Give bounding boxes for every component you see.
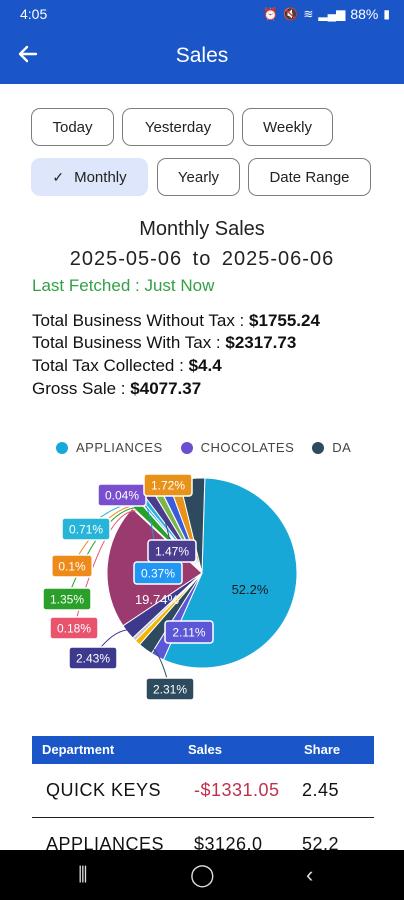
table-header: Department Sales Share: [32, 736, 374, 764]
app-bar: Sales: [0, 28, 404, 84]
filter-chip-yearly[interactable]: Yearly: [157, 158, 240, 196]
home-icon[interactable]: ◯: [190, 862, 215, 887]
pie-chart[interactable]: 52.2% 19.74% 2.11% 2.31% 2.43% 0.18% 1.35% 0.1%…: [0, 460, 404, 720]
status-time: 4:05: [20, 6, 48, 22]
filter-chip-label: Today: [52, 118, 93, 136]
stat-value: $4077.37: [130, 379, 202, 398]
stat-value: $4.4: [188, 356, 222, 375]
slice-label: 0.04%: [105, 489, 139, 503]
last-fetched: Last Fetched : Just Now: [32, 276, 215, 295]
filter-chip-label: Yesterday: [144, 118, 212, 136]
cell-share: 52.2: [302, 834, 340, 854]
legend-item[interactable]: CHOCOLATES: [180, 440, 295, 455]
legend-label: DA: [332, 440, 352, 455]
slice-label: 1.47%: [155, 545, 189, 559]
system-nav-bar: ⦀ ◯ ‹: [0, 850, 404, 900]
header-share: Share: [304, 742, 341, 757]
stat-tax-collected: Total Tax Collected : $4.4: [32, 356, 222, 376]
wifi-icon: ≋: [303, 7, 314, 21]
slice-label-bg: [164, 620, 214, 644]
table-row[interactable]: QUICK KEYS -$1331.05 2.45: [32, 764, 374, 818]
stat-gross-sale: Gross Sale : $4077.37: [32, 379, 201, 399]
mute-icon: 🔇: [283, 7, 299, 21]
check-icon: ✓: [52, 168, 65, 185]
filter-chip-yesterday[interactable]: Yesterday: [122, 108, 234, 146]
legend-item[interactable]: DA: [312, 440, 351, 455]
cell-department: APPLIANCES: [46, 834, 165, 854]
stat-label: Total Business Without Tax :: [32, 311, 245, 330]
date-range: 2025-05-06 to 2025-06-06: [0, 248, 404, 271]
from-date: 2025-05-06: [69, 248, 183, 270]
table-row[interactable]: APPLIANCES $3126.0 52.2: [32, 818, 374, 872]
chart-legend: APPLIANCES CHOCOLATES DA: [56, 440, 404, 455]
stat-with-tax: Total Business With Tax : $2317.73: [32, 333, 296, 353]
cell-sales: -$1331.05: [194, 780, 280, 800]
slice-label: 52.2%: [232, 582, 269, 597]
summary-heading: Monthly Sales: [139, 218, 265, 240]
cell-department: QUICK KEYS: [46, 780, 162, 800]
slice-label: 2.31%: [153, 683, 187, 697]
header-department: Department: [42, 742, 115, 757]
filter-chip-today[interactable]: Today: [31, 108, 114, 146]
alarm-icon: ⏰: [263, 7, 279, 21]
legend-dot-icon: [56, 441, 68, 454]
slice-label: 2.11%: [172, 626, 205, 640]
slice-label-bg: [143, 473, 193, 497]
stat-label: Gross Sale :: [32, 379, 126, 398]
filter-chip-label: Date Range: [269, 168, 350, 186]
slice-label-bg: [42, 587, 92, 611]
slice-label: 1.35%: [50, 593, 84, 607]
to-date: 2025-06-06: [221, 248, 335, 270]
filter-chip-label: Weekly: [263, 118, 312, 136]
slice-label: 0.1%: [58, 560, 86, 574]
slice-label: 19.74%: [135, 592, 180, 607]
legend-dot-icon: [312, 441, 325, 454]
back-arrow-icon[interactable]: [16, 42, 44, 70]
slice-label-bg: [49, 616, 99, 640]
stat-value: $2317.73: [225, 333, 297, 352]
legend-item[interactable]: APPLIANCES: [56, 440, 163, 455]
header-sales: Sales: [188, 742, 222, 757]
slice-label: 2.43%: [76, 652, 110, 666]
slice-label: 1.72%: [151, 479, 185, 493]
back-nav-icon[interactable]: ‹: [306, 862, 314, 887]
stat-label: Total Tax Collected :: [32, 356, 184, 375]
department-table: Department Sales Share QUICK KEYS -$1331…: [32, 736, 374, 872]
slice-label: 0.18%: [57, 622, 91, 636]
slice-label: 0.71%: [69, 523, 103, 537]
stat-label: Total Business With Tax :: [32, 333, 221, 352]
signal-icon: ▂▄▆: [318, 7, 346, 21]
status-bar: 4:05 ⏰ 🔇 ≋ ▂▄▆ 88% ▮: [0, 0, 404, 28]
filter-chip-monthly[interactable]: ✓ Monthly: [31, 158, 148, 196]
recent-apps-icon[interactable]: ⦀: [78, 862, 88, 887]
page-title: Sales: [175, 44, 229, 67]
slice-label-bg: [68, 646, 118, 670]
stat-without-tax: Total Business Without Tax : $1755.24: [32, 311, 320, 331]
slice-label-bg: [51, 554, 93, 578]
legend-dot-icon: [180, 441, 193, 454]
filter-chip-date-range[interactable]: Date Range: [248, 158, 371, 196]
battery-icon: ▮: [383, 7, 390, 21]
stat-value: $1755.24: [249, 311, 320, 330]
slice-label-bg: [61, 517, 111, 541]
to-word: to: [192, 248, 212, 270]
slice-label-bg: [147, 539, 197, 563]
legend-label: CHOCOLATES: [200, 440, 295, 455]
slice-label-bg: [145, 677, 195, 701]
status-icons: ⏰ 🔇 ≋ ▂▄▆ 88% ▮: [263, 6, 390, 22]
filter-chip-weekly[interactable]: Weekly: [242, 108, 333, 146]
cell-share: 2.45: [302, 780, 340, 800]
battery-level: 88%: [350, 6, 379, 22]
filter-chip-label: Monthly: [74, 168, 127, 186]
legend-label: APPLIANCES: [76, 440, 163, 455]
filter-chip-label: Yearly: [177, 168, 220, 186]
cell-sales: $3126.0: [194, 834, 263, 854]
slice-label: 0.37%: [141, 567, 175, 581]
